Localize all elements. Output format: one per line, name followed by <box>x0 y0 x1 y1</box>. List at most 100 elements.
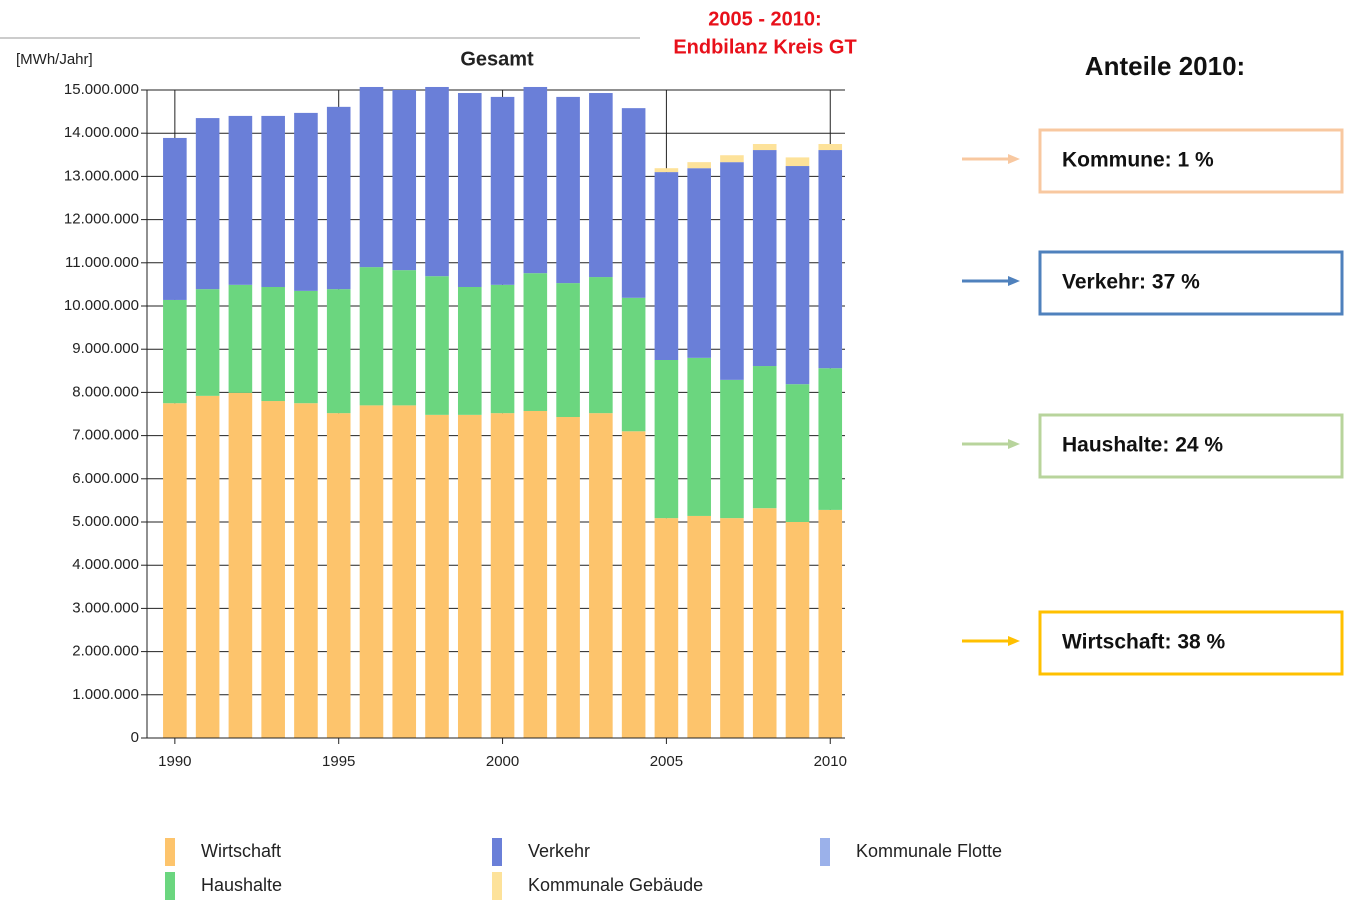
bar <box>490 413 515 738</box>
bar <box>654 168 679 173</box>
legend-label: Kommunale Gebäude <box>528 875 703 895</box>
bar <box>359 267 384 406</box>
bar <box>818 144 843 151</box>
x-tick-label: 1995 <box>322 753 355 770</box>
bar <box>392 405 417 738</box>
bar <box>261 286 285 402</box>
bar <box>392 270 417 406</box>
bar <box>326 289 351 414</box>
share-box <box>1038 250 1344 316</box>
bar <box>654 360 679 519</box>
bar <box>523 273 548 411</box>
bar <box>195 289 220 396</box>
bar <box>621 431 646 738</box>
legend-label: Haushalte <box>201 875 282 895</box>
bar <box>720 162 744 380</box>
y-tick-label: 7.000.000 <box>72 427 139 444</box>
bar <box>687 515 711 738</box>
legend-label: Verkehr <box>528 841 590 861</box>
bar <box>294 403 318 738</box>
bar <box>523 86 548 274</box>
y-tick-label: 1.000.000 <box>72 686 139 703</box>
bar <box>818 509 843 738</box>
chart-title: Gesamt <box>460 48 534 70</box>
share-label: Wirtschaft: 38 % <box>1062 631 1226 654</box>
x-tick-label: 2005 <box>650 753 683 770</box>
bar <box>163 137 187 300</box>
legend-swatch <box>820 838 830 866</box>
y-tick-label: 8.000.000 <box>72 383 139 400</box>
bar <box>621 297 646 432</box>
x-tick-label: 2000 <box>486 753 519 770</box>
bar <box>818 368 843 510</box>
y-tick-label: 14.000.000 <box>64 124 139 141</box>
bar <box>163 299 187 404</box>
y-tick-label: 6.000.000 <box>72 470 139 487</box>
bar <box>752 366 777 509</box>
bar <box>556 417 580 738</box>
bar <box>589 277 613 414</box>
y-tick-label: 15.000.000 <box>64 81 139 98</box>
bar <box>163 403 187 738</box>
bar <box>556 96 580 284</box>
bar <box>457 286 482 415</box>
share-label: Verkehr: 37 % <box>1062 271 1200 294</box>
bar <box>326 106 351 290</box>
note: Endbilanz Kreis GT <box>673 36 856 58</box>
bar <box>490 284 515 414</box>
bar <box>457 414 482 738</box>
bar <box>654 172 679 360</box>
bar <box>785 522 810 738</box>
bar <box>490 96 515 285</box>
share-box <box>1038 610 1344 676</box>
legend-label: Kommunale Flotte <box>856 841 1002 861</box>
bar <box>687 168 711 358</box>
bar <box>752 508 777 738</box>
share-box <box>1038 128 1344 194</box>
y-tick-label: 10.000.000 <box>64 297 139 314</box>
bar <box>785 166 810 385</box>
bar <box>261 401 285 738</box>
bar <box>359 86 384 268</box>
y-tick-label: 0 <box>131 729 139 746</box>
arrow-head <box>1008 439 1020 449</box>
bar <box>228 284 253 393</box>
bar <box>687 162 711 169</box>
bar <box>195 118 220 290</box>
legend-swatch <box>492 872 502 900</box>
note: 2005 - 2010: <box>708 8 821 30</box>
arrow-head <box>1008 636 1020 646</box>
bar <box>687 357 711 516</box>
y-tick-label: 13.000.000 <box>64 167 139 184</box>
bar <box>195 395 220 738</box>
bar <box>720 518 744 738</box>
bar <box>228 392 253 738</box>
y-tick-label: 12.000.000 <box>64 211 139 228</box>
y-axis-label: [MWh/Jahr] <box>16 51 93 68</box>
bar <box>589 93 613 278</box>
bar <box>294 112 318 291</box>
share-label: Kommune: 1 % <box>1062 149 1214 172</box>
bar <box>785 157 810 167</box>
y-tick-label: 2.000.000 <box>72 643 139 660</box>
bar <box>818 150 843 369</box>
share-label: Haushalte: 24 % <box>1062 434 1223 457</box>
y-tick-label: 4.000.000 <box>72 556 139 573</box>
bar <box>425 86 449 277</box>
arrow-head <box>1008 276 1020 286</box>
arrow-head <box>1008 154 1020 164</box>
bar <box>720 379 744 519</box>
legend-swatch <box>492 838 502 866</box>
bar <box>326 413 351 738</box>
x-tick-label: 1990 <box>158 753 191 770</box>
bar <box>425 276 449 415</box>
y-tick-label: 9.000.000 <box>72 340 139 357</box>
bar <box>228 115 253 285</box>
bar <box>392 90 417 271</box>
legend-swatch <box>165 838 175 866</box>
y-tick-label: 5.000.000 <box>72 513 139 530</box>
bar <box>621 108 646 298</box>
y-tick-label: 3.000.000 <box>72 599 139 616</box>
legend-label: Wirtschaft <box>201 841 281 861</box>
